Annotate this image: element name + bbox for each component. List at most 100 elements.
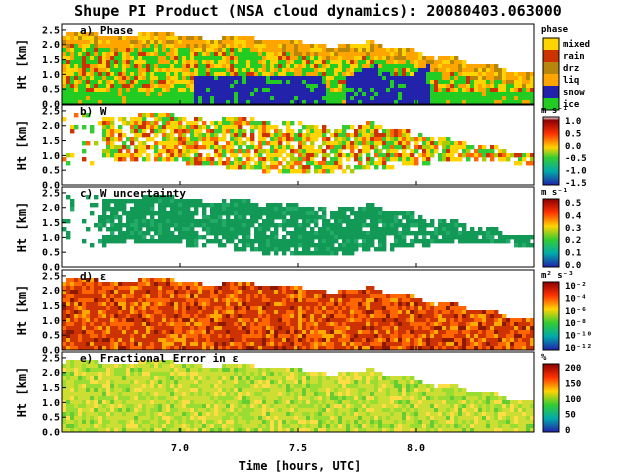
heatmap-cell bbox=[478, 145, 483, 150]
heatmap-cell bbox=[310, 215, 315, 220]
heatmap-cell bbox=[126, 100, 131, 105]
heatmap-cell bbox=[338, 235, 343, 240]
heatmap-cell bbox=[138, 231, 143, 236]
heatmap-cell bbox=[370, 235, 375, 240]
heatmap-cell bbox=[110, 239, 115, 244]
heatmap-cell bbox=[230, 227, 235, 232]
heatmap-cell bbox=[246, 72, 251, 77]
heatmap-cell bbox=[126, 52, 131, 57]
heatmap-cell bbox=[282, 302, 287, 307]
heatmap-cell bbox=[86, 278, 91, 283]
heatmap-cell bbox=[346, 153, 351, 158]
heatmap-cell bbox=[394, 322, 399, 327]
heatmap-cell bbox=[230, 125, 235, 130]
heatmap-cell bbox=[274, 64, 279, 69]
heatmap-cell bbox=[66, 302, 71, 307]
heatmap-cell bbox=[78, 342, 83, 347]
heatmap-cell bbox=[102, 100, 107, 105]
heatmap-cell bbox=[114, 149, 119, 154]
heatmap-cell bbox=[122, 40, 127, 45]
heatmap-cell bbox=[106, 153, 111, 158]
heatmap-cell bbox=[286, 44, 291, 49]
heatmap-cell bbox=[422, 243, 427, 248]
y-tick-label: 0.0 bbox=[42, 181, 60, 192]
heatmap-cell bbox=[150, 302, 155, 307]
heatmap-cell bbox=[330, 310, 335, 315]
heatmap-cell bbox=[358, 125, 363, 130]
heatmap-cell bbox=[346, 72, 351, 77]
heatmap-cell bbox=[338, 247, 343, 252]
heatmap-cell bbox=[102, 64, 107, 69]
heatmap-cell bbox=[214, 211, 219, 216]
heatmap-cell bbox=[158, 32, 163, 37]
heatmap-cell bbox=[326, 88, 331, 93]
heatmap-cell bbox=[278, 326, 283, 331]
heatmap-cell bbox=[198, 310, 203, 315]
heatmap-cell bbox=[366, 286, 371, 291]
heatmap-cell bbox=[278, 203, 283, 208]
heatmap-cell bbox=[374, 290, 379, 295]
heatmap-cell bbox=[110, 56, 115, 61]
heatmap-cell bbox=[326, 141, 331, 146]
heatmap-cell bbox=[358, 318, 363, 323]
heatmap-cell bbox=[402, 318, 407, 323]
heatmap-cell bbox=[354, 165, 359, 170]
heatmap-cell bbox=[330, 84, 335, 89]
heatmap-cell bbox=[394, 227, 399, 232]
heatmap-cell bbox=[306, 326, 311, 331]
heatmap-cell bbox=[266, 157, 271, 162]
heatmap-cell bbox=[178, 84, 183, 89]
heatmap-cell bbox=[362, 338, 367, 343]
heatmap-cell bbox=[194, 298, 199, 303]
heatmap-cell bbox=[310, 326, 315, 331]
heatmap-cell bbox=[362, 231, 367, 236]
heatmap-cell bbox=[158, 235, 163, 240]
heatmap-cell bbox=[430, 141, 435, 146]
heatmap-cell bbox=[362, 149, 367, 154]
heatmap-cell bbox=[258, 60, 263, 65]
heatmap-cell bbox=[290, 72, 295, 77]
heatmap-cell bbox=[318, 298, 323, 303]
heatmap-cell bbox=[246, 76, 251, 81]
heatmap-cell bbox=[322, 64, 327, 69]
heatmap-cell bbox=[82, 72, 87, 77]
heatmap-cell bbox=[186, 342, 191, 347]
heatmap-cell bbox=[322, 149, 327, 154]
heatmap-cell bbox=[122, 282, 127, 287]
heatmap-cell bbox=[90, 52, 95, 57]
heatmap-cell bbox=[230, 322, 235, 327]
legend-entry: snow bbox=[563, 88, 585, 98]
heatmap-cell bbox=[390, 84, 395, 89]
heatmap-cell bbox=[114, 96, 119, 101]
heatmap-cell bbox=[402, 80, 407, 85]
heatmap-cell bbox=[170, 125, 175, 130]
heatmap-cell bbox=[254, 72, 259, 77]
heatmap-cell bbox=[194, 84, 199, 89]
heatmap-cell bbox=[254, 318, 259, 323]
heatmap-cell bbox=[338, 80, 343, 85]
heatmap-cell bbox=[274, 207, 279, 212]
heatmap-cell bbox=[210, 76, 215, 81]
heatmap-cell bbox=[110, 282, 115, 287]
heatmap-cell bbox=[478, 92, 483, 97]
heatmap-cell bbox=[154, 117, 159, 122]
heatmap-cell bbox=[378, 334, 383, 339]
heatmap-cell bbox=[202, 48, 207, 53]
heatmap-cell bbox=[186, 52, 191, 57]
heatmap-cell bbox=[222, 219, 227, 224]
heatmap-cell bbox=[290, 290, 295, 295]
heatmap-cell bbox=[430, 72, 435, 77]
heatmap-cell bbox=[338, 48, 343, 53]
heatmap-cell bbox=[258, 88, 263, 93]
heatmap-cell bbox=[118, 157, 123, 162]
heatmap-cell bbox=[82, 286, 87, 291]
heatmap-cell bbox=[266, 215, 271, 220]
heatmap-cell bbox=[430, 231, 435, 236]
heatmap-cell bbox=[386, 298, 391, 303]
heatmap-cell bbox=[410, 80, 415, 85]
heatmap-cell bbox=[314, 153, 319, 158]
heatmap-cell bbox=[250, 314, 255, 319]
heatmap-cell bbox=[310, 235, 315, 240]
heatmap-cell bbox=[390, 133, 395, 138]
heatmap-cell bbox=[186, 239, 191, 244]
